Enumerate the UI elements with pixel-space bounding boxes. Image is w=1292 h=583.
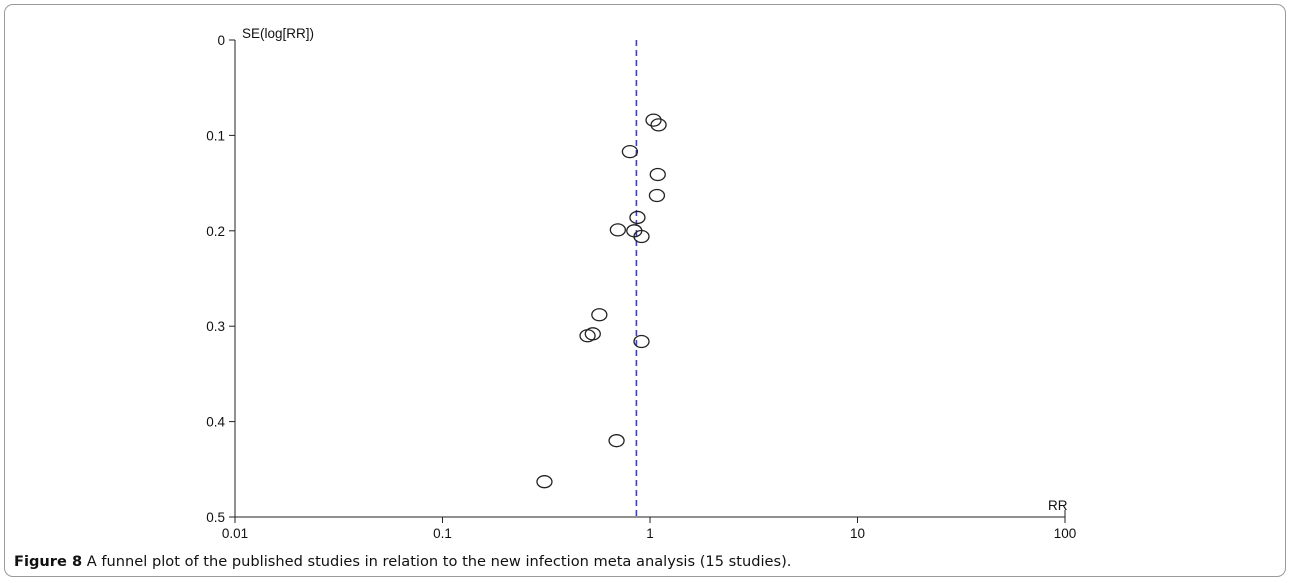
x-axis-title: RR — [1048, 498, 1068, 513]
study-point — [648, 188, 666, 203]
x-tick-label: 1 — [646, 526, 654, 541]
study-point — [608, 434, 625, 448]
figure-caption: Figure 8 A funnel plot of the published … — [14, 553, 791, 570]
study-point — [621, 144, 639, 159]
y-tick-label: 0.3 — [206, 319, 225, 334]
study-point — [645, 113, 662, 127]
y-tick-label: 0 — [217, 33, 225, 48]
x-tick-label: 0.1 — [433, 526, 452, 541]
study-point — [536, 475, 553, 489]
study-point — [609, 223, 627, 237]
study-point — [579, 329, 596, 343]
study-point — [650, 118, 667, 132]
study-point — [649, 167, 666, 182]
x-axis: 0.01 0.1 1 10 100 — [222, 510, 1076, 541]
y-tick-label: 0.4 — [206, 415, 225, 430]
y-tick-label: 0.1 — [206, 128, 225, 143]
figure-frame — [4, 4, 1286, 577]
y-axis: 0 0.1 0.2 0.3 0.4 0.5 — [206, 33, 236, 525]
y-axis-title: SE(log[RR]) — [242, 26, 314, 41]
study-point — [591, 308, 608, 322]
study-point — [633, 229, 650, 244]
y-tick-label: 0.5 — [206, 510, 225, 525]
x-tick-label: 100 — [1054, 526, 1077, 541]
caption-label: Figure 8 — [14, 553, 83, 570]
y-tick-label: 0.2 — [206, 224, 225, 239]
x-tick-label: 10 — [850, 526, 865, 541]
study-point — [633, 334, 650, 349]
caption-text: A funnel plot of the published studies i… — [82, 553, 792, 570]
x-tick-label: 0.01 — [222, 526, 248, 541]
study-points — [536, 113, 667, 489]
study-point — [629, 210, 646, 225]
